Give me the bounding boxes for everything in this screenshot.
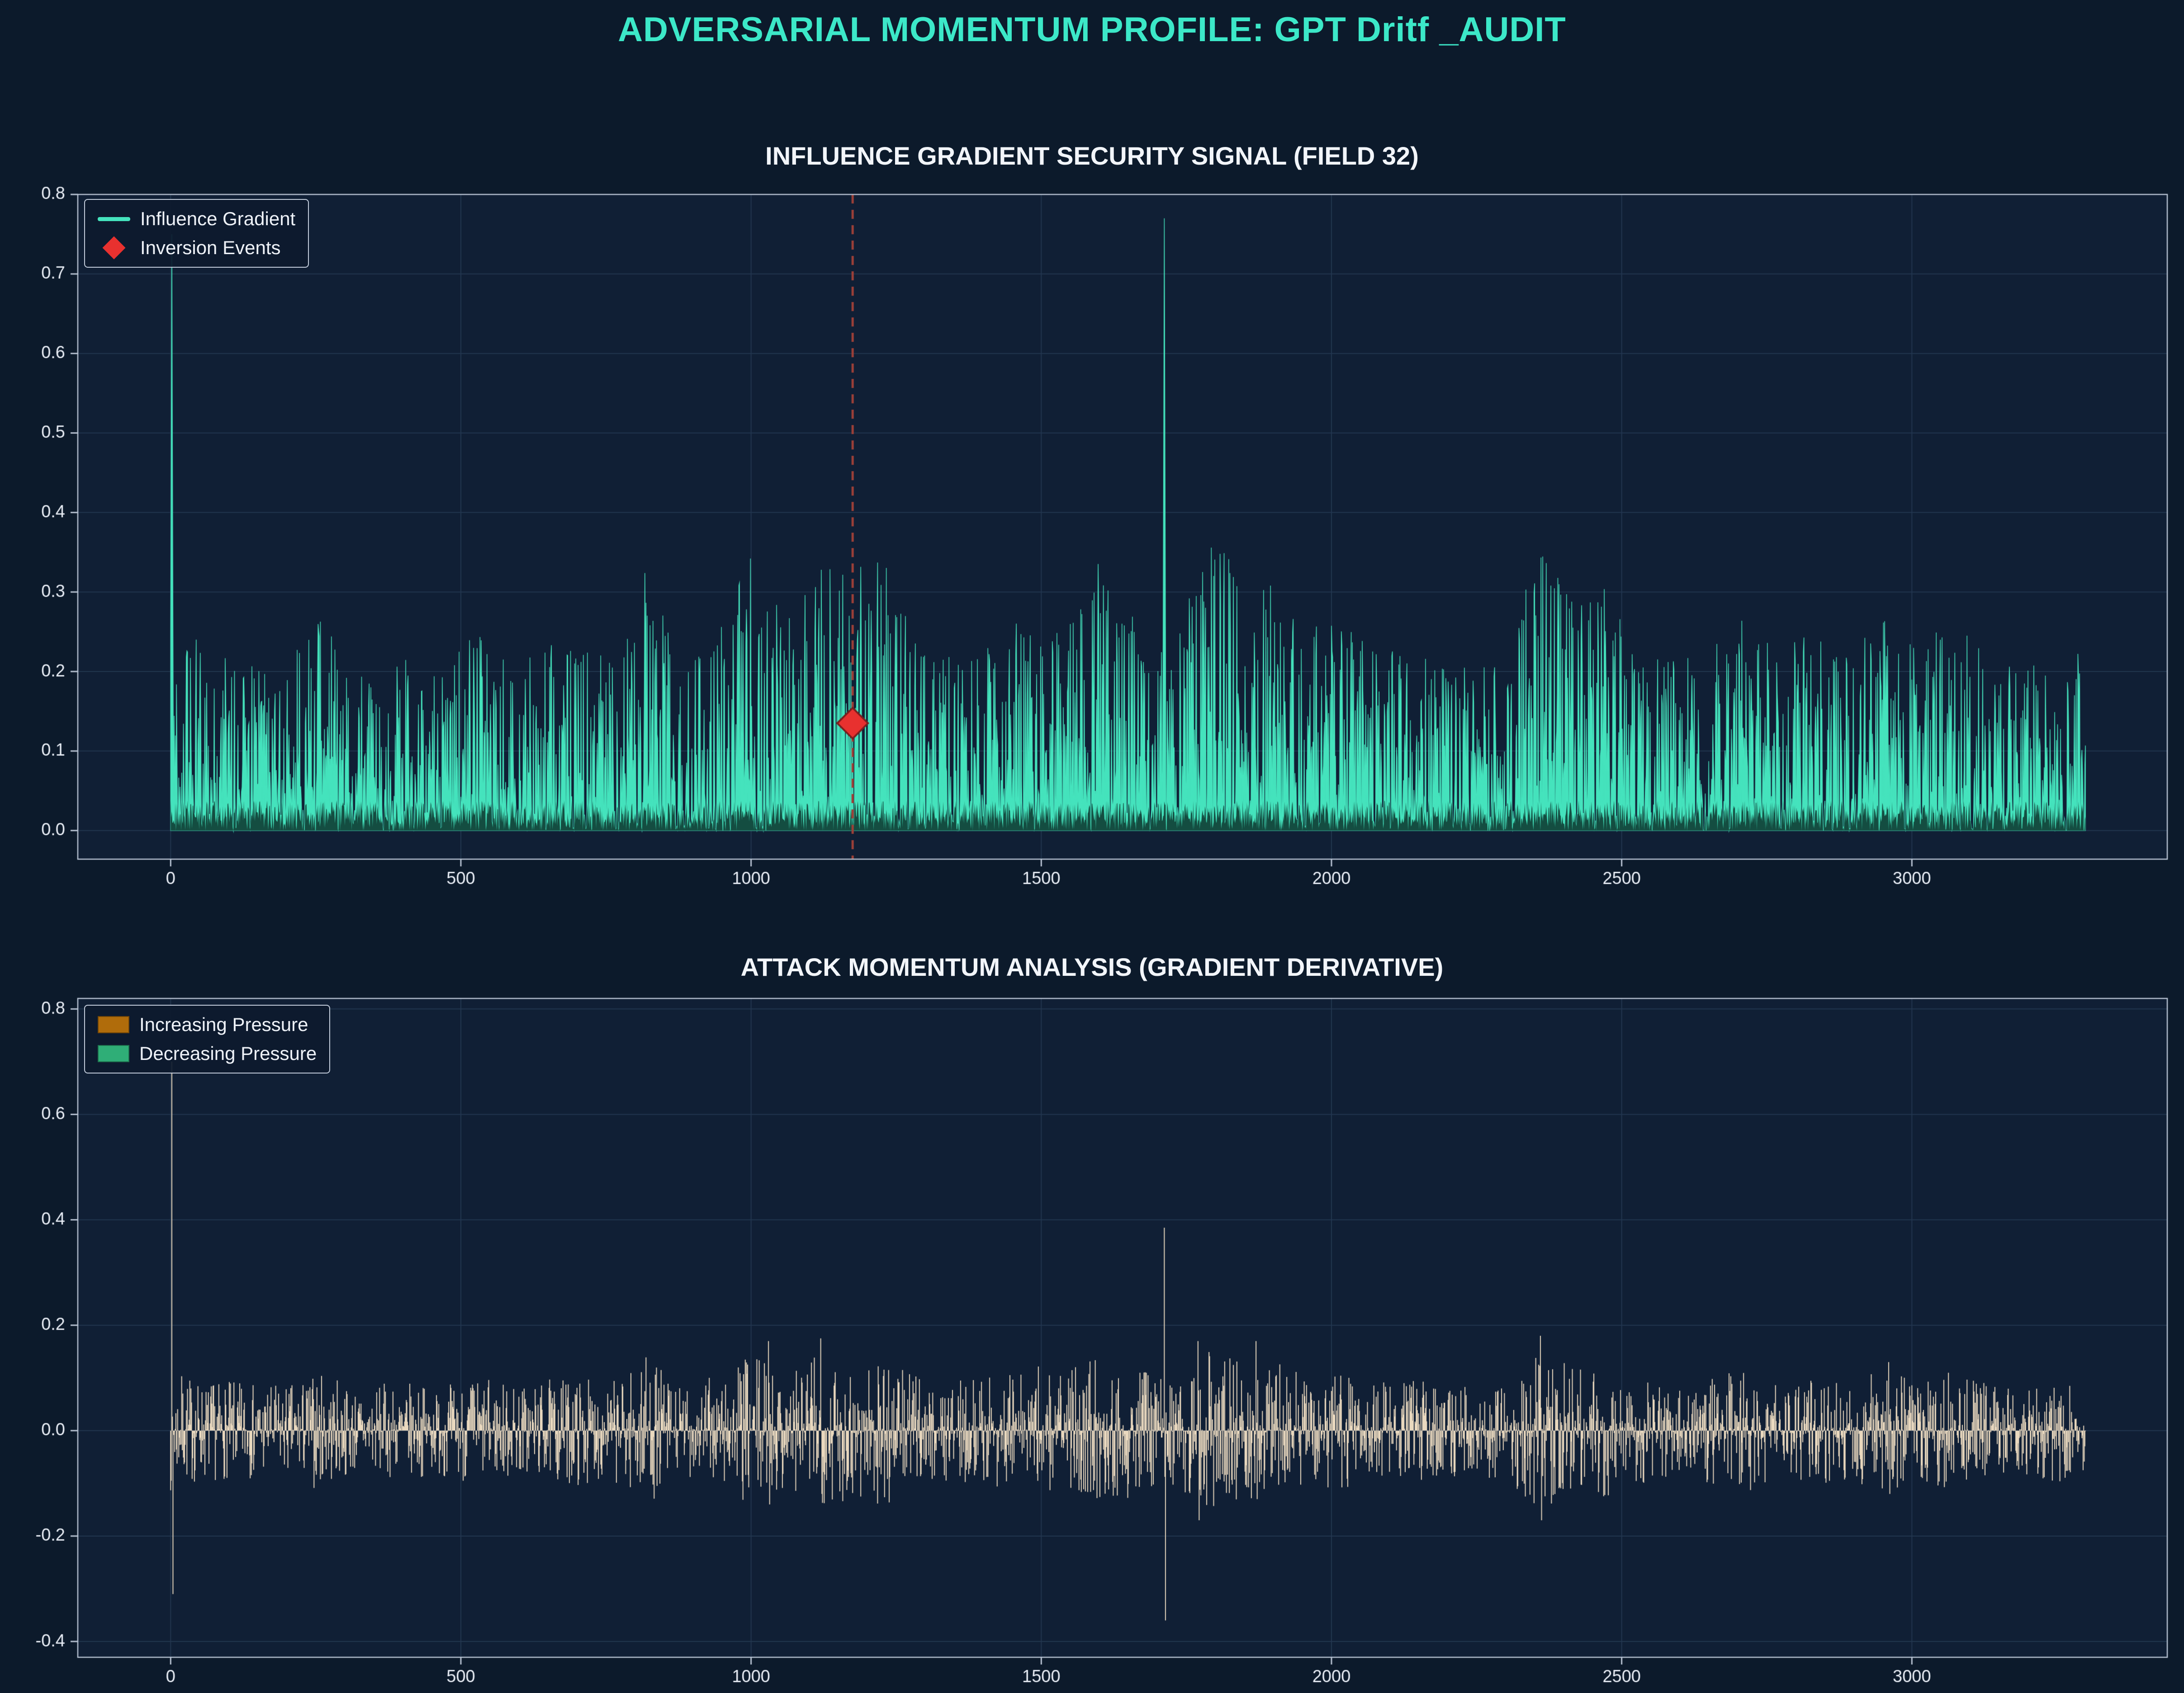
legend-label: Inversion Events	[140, 237, 281, 258]
influence-gradient-line-swatch	[98, 217, 130, 221]
legend-label: Increasing Pressure	[139, 1014, 308, 1035]
legend-item-influence-gradient: Influence Gradient	[98, 208, 295, 230]
legend-item-increasing-pressure: Increasing Pressure	[98, 1014, 317, 1036]
chart2-title: ATTACK MOMENTUM ANALYSIS (GRADIENT DERIV…	[740, 953, 1444, 981]
page-title: ADVERSARIAL MOMENTUM PROFILE: GPT Dritf …	[618, 10, 1566, 49]
chart1-legend: Influence Gradient Inversion Events	[84, 199, 309, 268]
legend-label: Decreasing Pressure	[139, 1043, 317, 1064]
legend-item-decreasing-pressure: Decreasing Pressure	[98, 1043, 317, 1064]
legend-label: Influence Gradient	[140, 208, 296, 229]
decreasing-pressure-swatch	[98, 1045, 129, 1062]
inversion-events-diamond-icon	[102, 236, 126, 260]
chart2-legend: Increasing Pressure Decreasing Pressure	[84, 1005, 331, 1073]
chart1-title: INFLUENCE GRADIENT SECURITY SIGNAL (FIEL…	[765, 142, 1419, 170]
increasing-pressure-swatch	[98, 1016, 129, 1033]
legend-item-inversion-events: Inversion Events	[98, 236, 295, 260]
